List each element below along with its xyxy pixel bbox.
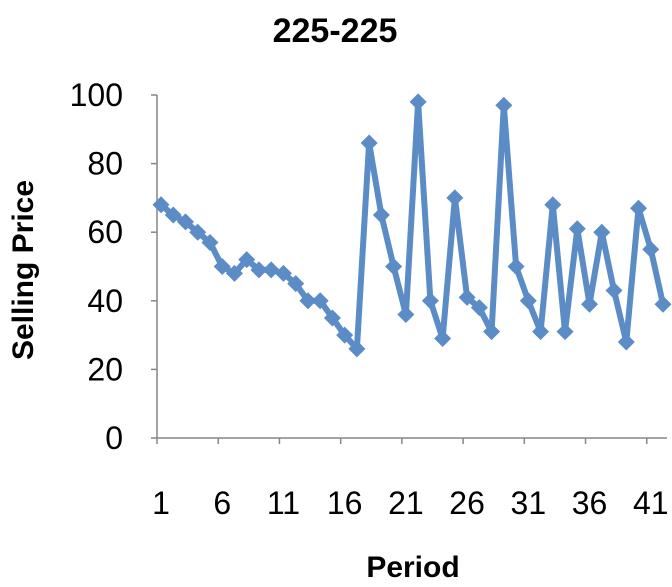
data-point-marker xyxy=(434,330,452,348)
data-point-marker xyxy=(544,196,562,214)
x-tick-label: 36 xyxy=(572,485,608,521)
axes xyxy=(156,95,667,439)
data-point-marker xyxy=(189,223,207,241)
data-point-marker xyxy=(642,240,660,258)
data-point-marker xyxy=(274,264,292,282)
data-point-marker xyxy=(397,306,415,324)
x-tick-label: 31 xyxy=(511,485,547,521)
chart-title: 225-225 xyxy=(273,12,398,50)
data-point-marker xyxy=(446,189,464,207)
x-tick-label: 21 xyxy=(388,485,424,521)
data-point-marker xyxy=(519,292,537,310)
data-point-marker xyxy=(201,233,219,251)
data-point-marker xyxy=(225,264,243,282)
x-tick-label: 11 xyxy=(267,485,300,521)
data-point-marker xyxy=(483,323,501,341)
x-tick-label: 26 xyxy=(449,485,485,521)
data-point-marker xyxy=(311,292,329,310)
y-tick-label: 0 xyxy=(105,420,123,456)
data-point-marker xyxy=(421,292,439,310)
data-point-marker xyxy=(360,134,378,152)
data-point-marker xyxy=(164,206,182,224)
y-axis-ticks: 0 20 40 60 80 100 xyxy=(70,77,157,456)
data-point-marker xyxy=(630,199,648,217)
data-point-marker xyxy=(470,299,488,317)
y-tick-label: 60 xyxy=(87,214,123,250)
x-tick-label: 6 xyxy=(213,485,231,521)
x-tick-label: 1 xyxy=(152,485,170,521)
data-point-marker xyxy=(507,258,525,275)
x-axis-title: Period xyxy=(366,551,459,584)
data-point-marker xyxy=(605,282,623,300)
data-point-marker xyxy=(385,258,403,275)
data-point-marker xyxy=(262,261,280,279)
plot-area xyxy=(152,93,672,358)
data-point-marker xyxy=(287,275,305,293)
data-point-marker xyxy=(593,223,611,241)
x-tick-label: 41 xyxy=(633,485,669,521)
data-point-marker xyxy=(532,323,550,341)
data-point-marker xyxy=(213,258,231,275)
x-axis-ticks: 1 6 11 16 21 26 31 36 41 xyxy=(152,438,669,521)
data-point-marker xyxy=(581,295,599,313)
data-point-marker xyxy=(238,251,256,269)
data-point-marker xyxy=(458,288,476,306)
data-point-marker xyxy=(250,261,268,279)
data-point-marker xyxy=(409,93,427,111)
x-tick-label: 16 xyxy=(327,485,363,521)
data-point-marker xyxy=(654,295,672,313)
data-point-marker xyxy=(152,196,170,214)
y-tick-label: 40 xyxy=(87,283,123,319)
y-tick-label: 100 xyxy=(70,77,123,113)
data-point-marker xyxy=(495,96,513,114)
data-point-marker xyxy=(348,340,366,358)
data-point-marker xyxy=(336,326,354,344)
data-point-marker xyxy=(556,323,574,341)
data-point-marker xyxy=(372,206,390,224)
y-tick-label: 80 xyxy=(87,146,123,182)
y-axis-title: Selling Price xyxy=(7,180,40,360)
data-point-marker xyxy=(568,220,586,238)
data-point-marker xyxy=(617,333,635,351)
data-point-marker xyxy=(176,213,194,231)
y-tick-label: 20 xyxy=(87,351,123,387)
data-point-marker xyxy=(299,292,317,310)
series-line xyxy=(158,98,666,352)
data-point-marker xyxy=(323,309,341,327)
